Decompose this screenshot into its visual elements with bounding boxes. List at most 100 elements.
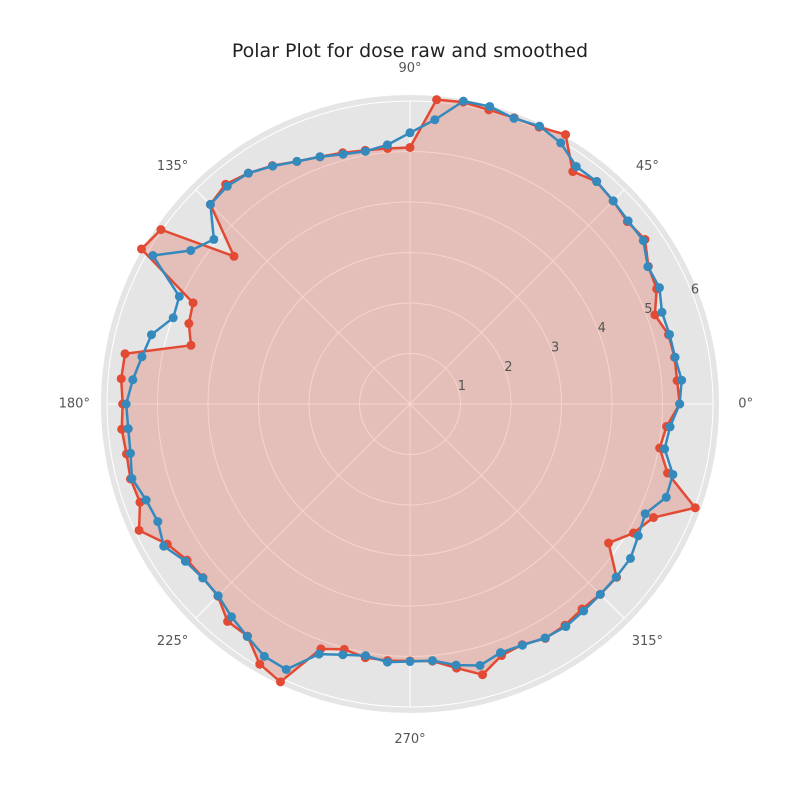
series-2-point bbox=[675, 399, 685, 409]
series-2-point bbox=[127, 474, 137, 483]
series-2-point bbox=[496, 648, 506, 658]
series-2-point bbox=[660, 444, 670, 454]
angle-tick-label: 0° bbox=[738, 397, 753, 412]
series-1-point bbox=[136, 244, 146, 254]
series-2-point bbox=[595, 589, 605, 599]
series-2-point bbox=[153, 517, 163, 527]
series-layer bbox=[116, 95, 700, 687]
series-1-point bbox=[156, 225, 166, 235]
series-1-point bbox=[561, 130, 571, 140]
label-layer: 0° 45° 90° 135° 180° 225° 270° 315° 1 2 3 4 5 6 bbox=[59, 61, 753, 747]
angle-tick-label: 180° bbox=[59, 397, 90, 412]
series-2-point bbox=[382, 140, 392, 150]
series-2-point bbox=[657, 307, 667, 317]
series-2-point bbox=[670, 352, 680, 362]
radial-tick-label: 6 bbox=[691, 283, 699, 298]
series-2-point bbox=[259, 651, 269, 661]
series-2-point bbox=[121, 399, 131, 409]
series-1-point bbox=[120, 349, 130, 359]
series-2-point bbox=[625, 553, 635, 563]
series-1-point bbox=[478, 670, 488, 680]
series-1-point bbox=[648, 513, 658, 523]
series-2-point bbox=[137, 352, 147, 362]
series-1-point bbox=[275, 677, 285, 687]
series-2-point bbox=[579, 606, 589, 616]
series-2-point bbox=[608, 196, 618, 206]
series-2-point bbox=[268, 161, 278, 171]
series-2-point bbox=[205, 199, 215, 209]
radial-tick-label: 3 bbox=[551, 341, 559, 356]
angle-tick-label: 270° bbox=[394, 732, 425, 747]
series-2-point bbox=[561, 622, 571, 632]
series-2-point bbox=[665, 329, 675, 339]
series-2-point bbox=[292, 156, 302, 166]
series-2-point bbox=[338, 650, 348, 660]
series-2-point bbox=[168, 313, 178, 323]
series-2-point bbox=[475, 660, 485, 670]
series-2-point bbox=[281, 664, 291, 674]
series-1-fill-area bbox=[121, 99, 696, 682]
series-2-point bbox=[638, 236, 648, 246]
series-2-point bbox=[677, 375, 687, 385]
series-2-point bbox=[213, 591, 223, 601]
series-2-point bbox=[430, 115, 440, 125]
series-2-point bbox=[174, 291, 184, 301]
series-2-point bbox=[209, 234, 219, 244]
series-2-point bbox=[338, 149, 348, 159]
series-2-point bbox=[592, 177, 602, 187]
series-2-point bbox=[661, 492, 671, 502]
angle-tick-label: 45° bbox=[636, 159, 659, 174]
series-1-point bbox=[186, 340, 196, 350]
chart-title: Polar Plot for dose raw and smoothed bbox=[232, 40, 588, 62]
series-1-point bbox=[184, 319, 194, 329]
angular-gridline bbox=[409, 403, 625, 619]
series-2-point bbox=[643, 262, 653, 272]
series-2-point bbox=[126, 448, 135, 458]
series-1-point bbox=[604, 538, 614, 548]
series-2-point bbox=[141, 495, 151, 505]
series-2-point bbox=[571, 162, 581, 172]
series-1-point bbox=[255, 659, 265, 669]
angular-gridline bbox=[195, 403, 411, 619]
series-2-point bbox=[668, 469, 678, 479]
series-2-point bbox=[128, 375, 138, 385]
series-2-point bbox=[517, 640, 527, 650]
angle-tick-label: 135° bbox=[157, 159, 188, 174]
series-2-point bbox=[361, 651, 371, 661]
series-2-point bbox=[556, 138, 566, 148]
series-2-point bbox=[611, 572, 621, 582]
series-2-point bbox=[535, 121, 545, 131]
series-2-point bbox=[382, 657, 392, 667]
series-2-point bbox=[243, 168, 253, 178]
angular-gridline bbox=[195, 189, 411, 405]
series-2-point bbox=[186, 245, 196, 255]
series-2-point bbox=[623, 216, 633, 226]
series-2-point bbox=[654, 283, 664, 293]
series-2-point bbox=[485, 101, 495, 111]
series-2-point bbox=[242, 631, 252, 641]
series-2-point bbox=[226, 612, 236, 622]
series-1-point bbox=[116, 374, 126, 384]
series-1-point bbox=[405, 142, 415, 152]
series-2-point bbox=[540, 633, 550, 643]
series-2-point bbox=[633, 531, 643, 541]
series-2-point bbox=[360, 146, 370, 156]
radial-tick-label: 1 bbox=[458, 379, 466, 394]
radial-tick-label: 4 bbox=[598, 321, 606, 336]
angular-gridline bbox=[409, 189, 625, 405]
series-2-point bbox=[509, 113, 519, 123]
radial-tick-label: 5 bbox=[644, 302, 652, 317]
series-2-point bbox=[451, 660, 461, 670]
series-2-point bbox=[405, 128, 415, 138]
series-1-point bbox=[650, 310, 660, 320]
series-2-point bbox=[148, 251, 158, 261]
series-2-point bbox=[640, 509, 650, 519]
series-1-point bbox=[690, 503, 700, 513]
series-2-point bbox=[146, 330, 156, 340]
series-1-point bbox=[188, 298, 198, 308]
series-1-point bbox=[134, 525, 144, 535]
series-1-point bbox=[117, 424, 127, 434]
series-2-point bbox=[159, 541, 169, 551]
series-2-point bbox=[314, 649, 324, 659]
